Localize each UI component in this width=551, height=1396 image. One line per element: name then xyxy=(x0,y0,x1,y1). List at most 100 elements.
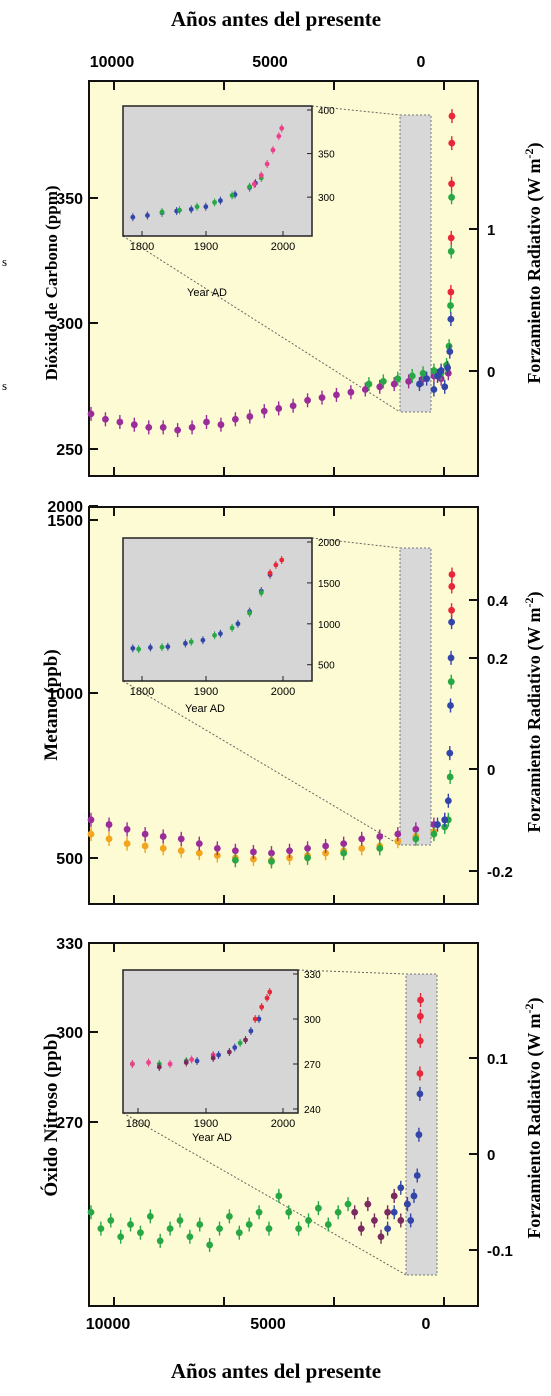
data-point xyxy=(390,1208,398,1216)
inset-x-tick-label: 1800 xyxy=(126,1118,150,1130)
inset-point xyxy=(259,1004,265,1010)
recent-period-shade xyxy=(399,547,432,846)
data-point xyxy=(213,844,221,852)
inset-point xyxy=(279,557,285,563)
inset-y-tick-label: 240 xyxy=(304,1105,321,1116)
data-point xyxy=(340,849,348,857)
inset-point xyxy=(129,1061,135,1067)
data-point xyxy=(384,1208,392,1216)
data-point xyxy=(444,364,452,372)
inset-y-tick-label: 270 xyxy=(304,1060,321,1071)
inset-point xyxy=(251,181,257,187)
data-point xyxy=(231,415,239,423)
data-point xyxy=(447,702,454,709)
data-point xyxy=(305,1217,312,1224)
data-point xyxy=(286,854,293,862)
data-point xyxy=(365,380,373,388)
inset-y-tick-label: 400 xyxy=(318,106,335,117)
data-point xyxy=(407,1217,415,1224)
data-point xyxy=(216,1225,223,1232)
inset-point xyxy=(226,1049,232,1055)
inset-point xyxy=(258,172,264,178)
inset-point xyxy=(243,1037,248,1043)
data-point xyxy=(235,1229,243,1237)
data-point xyxy=(376,833,384,840)
data-point xyxy=(412,835,420,843)
data-point xyxy=(318,394,326,402)
data-point xyxy=(268,858,275,865)
top-x-tick-10000: 10000 xyxy=(90,54,135,71)
data-point xyxy=(260,407,268,415)
y2-tick-label: -0.1 xyxy=(487,1243,513,1260)
data-point xyxy=(87,410,95,418)
y-tick-label: 1000 xyxy=(47,686,83,703)
data-point xyxy=(304,844,311,852)
data-point xyxy=(448,606,455,614)
data-point xyxy=(410,1192,418,1200)
data-point xyxy=(430,830,438,838)
data-point xyxy=(447,248,455,255)
data-point xyxy=(417,1012,424,1020)
data-point xyxy=(145,423,153,431)
panel-1: 250 300 350 0 1 Dióxido de Carbono (ppm) Forza… xyxy=(42,80,545,477)
data-point xyxy=(447,288,455,296)
y2-tick-label: 0 xyxy=(487,762,495,779)
data-point xyxy=(447,234,455,242)
y2-tick-label: 0.4 xyxy=(487,593,509,610)
inset-x-tick-label: 1800 xyxy=(130,686,154,698)
data-point xyxy=(286,847,293,855)
inset-point xyxy=(248,1028,254,1034)
data-point xyxy=(405,377,413,385)
y-tick-label: 250 xyxy=(56,442,83,459)
inset-y-tick-label: 300 xyxy=(304,1015,321,1026)
y-axis-label: Dióxido de Carbono (ppm) xyxy=(42,185,61,380)
data-point xyxy=(217,421,225,429)
data-point xyxy=(377,1233,385,1241)
y2-axis-label: Forzamiento Radiativo (W m-2) xyxy=(522,591,545,832)
data-point xyxy=(397,1184,405,1192)
data-point xyxy=(419,369,427,377)
y2-tick-label: 1 xyxy=(487,222,495,239)
data-point xyxy=(315,1204,322,1212)
inset-point xyxy=(267,989,273,995)
inset-point xyxy=(130,645,136,651)
data-point xyxy=(137,1229,144,1237)
data-point xyxy=(105,835,113,843)
data-point xyxy=(87,816,95,824)
inset-point xyxy=(256,1016,262,1022)
data-point xyxy=(123,840,131,848)
zoom-leader-bottom xyxy=(122,680,401,846)
inset-x-axis-label: Year AD xyxy=(187,287,227,299)
inset-x-tick-label: 2000 xyxy=(271,686,295,698)
data-point xyxy=(384,1225,392,1232)
data-point xyxy=(448,618,455,626)
inset-point xyxy=(159,209,165,215)
y-tick-label: 300 xyxy=(56,1025,83,1042)
data-point xyxy=(437,367,445,374)
inset-point xyxy=(237,1040,243,1046)
data-point xyxy=(447,315,455,323)
data-point xyxy=(376,844,384,852)
data-point xyxy=(186,1233,194,1241)
data-point xyxy=(289,402,297,410)
data-point xyxy=(390,380,398,388)
data-point xyxy=(448,180,455,188)
inset-point xyxy=(136,646,142,652)
data-point xyxy=(159,423,167,431)
inset-x-tick-label: 1800 xyxy=(130,241,154,253)
recent-period-shade xyxy=(399,114,432,413)
data-point xyxy=(403,1200,411,1208)
data-point xyxy=(448,112,456,120)
zoom-leader-bottom xyxy=(122,235,401,413)
data-point xyxy=(159,844,167,852)
data-point xyxy=(441,816,449,824)
data-point xyxy=(304,854,311,862)
data-point xyxy=(146,1212,154,1220)
inset-frame xyxy=(122,105,313,237)
data-point xyxy=(188,423,196,431)
inset-point xyxy=(183,1060,189,1065)
inset-point xyxy=(229,625,235,631)
inset-point xyxy=(279,125,285,131)
panels-group: 250 300 350 0 1 Dióxido de Carbono (ppm) Forza… xyxy=(40,80,545,1307)
